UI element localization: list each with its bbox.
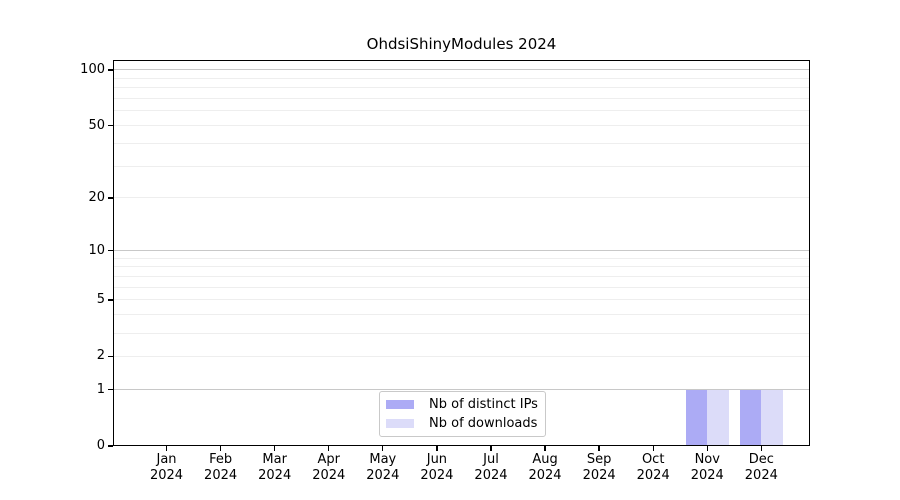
legend-swatch-distinct-ips	[386, 400, 414, 409]
x-tick-label: Jan 2024	[149, 452, 184, 483]
legend-label-distinct-ips: Nb of distinct IPs	[429, 397, 538, 412]
y-tick-mark	[108, 299, 113, 301]
x-tick-mark	[490, 446, 492, 451]
minor-gridline	[113, 87, 810, 89]
x-tick-mark	[382, 446, 384, 451]
x-tick-mark	[598, 446, 600, 451]
minor-gridline	[113, 355, 810, 357]
x-tick-label: Jun 2024	[420, 452, 454, 483]
minor-gridline	[113, 286, 810, 288]
x-tick-mark	[274, 446, 276, 451]
minor-gridline	[113, 98, 810, 100]
legend: Nb of distinct IPs Nb of downloads	[379, 391, 546, 437]
minor-gridline	[113, 142, 810, 144]
minor-gridline	[113, 257, 810, 259]
minor-gridline	[113, 77, 810, 79]
minor-gridline	[113, 110, 810, 112]
x-tick-label: Jul 2024	[474, 452, 508, 483]
y-tick-mark	[108, 388, 113, 391]
major-gridline	[113, 389, 810, 390]
y-tick-mark	[108, 445, 113, 447]
chart-title: OhdsiShinyModules 2024	[366, 35, 557, 53]
x-tick-label: Sep 2024	[582, 452, 616, 483]
y-tick-label: 50	[88, 117, 105, 133]
major-gridline	[113, 250, 810, 252]
x-tick-mark	[544, 446, 546, 451]
legend-swatch-downloads	[386, 419, 414, 428]
x-tick-label: Nov 2024	[690, 452, 724, 483]
major-gridline	[113, 69, 810, 71]
y-tick-mark	[108, 69, 113, 71]
x-tick-label: May 2024	[366, 452, 400, 483]
y-tick-mark	[108, 355, 113, 358]
minor-gridline	[113, 314, 810, 316]
y-tick-label: 2	[96, 348, 105, 364]
y-tick-mark	[108, 124, 113, 127]
minor-gridline	[113, 197, 810, 199]
x-tick-label: Apr 2024	[312, 452, 346, 483]
x-tick-label: Oct 2024	[636, 452, 670, 483]
y-tick-label: 20	[88, 189, 105, 205]
x-tick-label: Aug 2024	[528, 452, 562, 483]
x-tick-label: Feb 2024	[204, 452, 238, 483]
y-tick-label: 5	[96, 291, 105, 307]
minor-gridline	[113, 332, 810, 334]
y-tick-label: 1	[96, 381, 105, 397]
bar-dec-series-1	[761, 389, 783, 446]
legend-item-downloads: Nb of downloads	[386, 416, 545, 431]
x-tick-label: Mar 2024	[258, 452, 292, 483]
minor-gridline	[113, 299, 810, 301]
bar-nov-series-1	[707, 389, 729, 446]
y-tick-mark	[108, 197, 113, 199]
x-tick-mark	[165, 446, 168, 451]
y-tick-label: 100	[80, 61, 105, 77]
x-tick-mark	[436, 446, 438, 451]
legend-label-downloads: Nb of downloads	[429, 416, 538, 431]
y-tick-label: 0	[96, 438, 105, 453]
x-tick-mark	[328, 446, 330, 451]
x-tick-mark	[219, 446, 222, 451]
minor-gridline	[113, 266, 810, 268]
x-tick-label: Dec 2024	[744, 452, 778, 483]
minor-gridline	[113, 125, 810, 127]
minor-gridline	[113, 276, 810, 278]
x-tick-mark	[652, 446, 654, 451]
x-tick-mark	[706, 446, 708, 451]
plot-area	[113, 60, 810, 446]
bar-nov-series-0	[685, 389, 708, 446]
bar-dec-series-0	[739, 389, 762, 446]
x-tick-mark	[760, 446, 762, 451]
y-tick-mark	[108, 249, 113, 252]
y-tick-label: 10	[88, 242, 105, 258]
legend-item-distinct-ips: Nb of distinct IPs	[386, 397, 545, 412]
minor-gridline	[113, 165, 810, 167]
